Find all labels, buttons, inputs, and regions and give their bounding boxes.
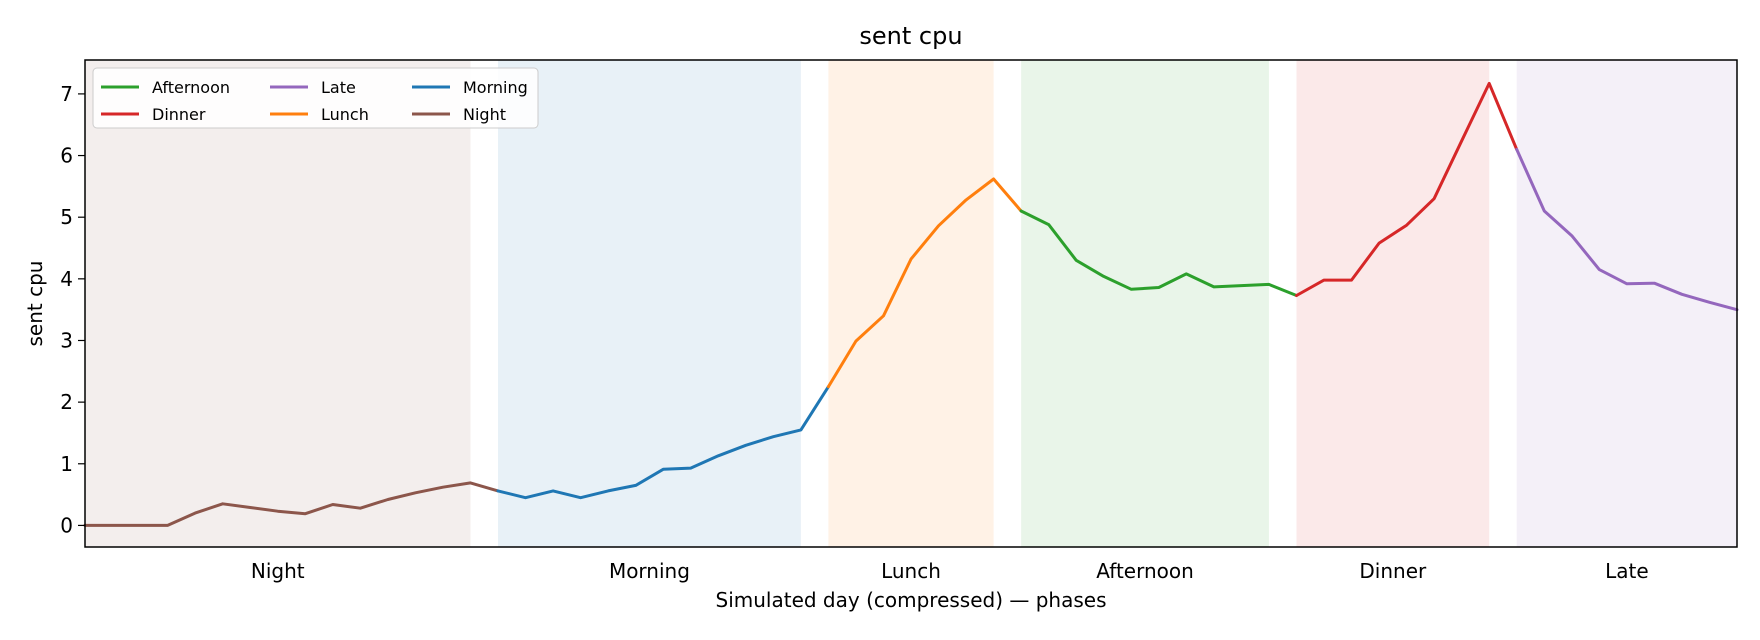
chart-title: sent cpu [859,22,962,50]
legend-label-lunch: Lunch [321,105,369,124]
x-phase-label-lunch: Lunch [881,559,941,583]
phase-bands [85,60,1737,547]
phase-band-morning [498,60,801,547]
phase-band-lunch [828,60,994,547]
phase-band-dinner [1296,60,1490,547]
y-tick-label: 2 [60,390,73,414]
series-line-dinner [1295,81,1519,297]
phase-band-afternoon [1021,60,1269,547]
y-tick-label: 3 [60,328,73,352]
y-tick-label: 1 [60,452,73,476]
legend-label-afternoon: Afternoon [152,78,230,97]
series-line-lunch [826,177,1023,389]
y-tick-label: 7 [60,82,73,106]
phase-band-night [85,60,471,547]
y-axis-title: sent cpu [23,261,47,347]
x-phase-label-morning: Morning [609,559,690,583]
legend: Afternoon Dinner Late Lunch Morning Night [92,67,539,129]
series-line-night [83,481,500,527]
plot-frame [84,59,1738,548]
x-phase-label-late: Late [1605,559,1649,583]
y-tick-label: 5 [60,205,73,229]
legend-label-late: Late [321,78,356,97]
phase-band-late [1516,60,1737,547]
x-phase-label-afternoon: Afternoon [1096,559,1194,583]
series-line-late [1515,147,1739,312]
x-axis-phase-labels: Night Morning Lunch Afternoon Dinner Late [251,559,1649,583]
legend-label-night: Night [463,105,506,124]
y-axis: 0 1 2 3 4 5 6 7 [60,82,85,537]
series-line-morning [496,385,830,500]
series-line-afternoon [1019,209,1298,297]
y-tick-label: 0 [60,513,73,537]
legend-label-dinner: Dinner [152,105,206,124]
x-phase-label-dinner: Dinner [1359,559,1427,583]
series-lines [83,81,1739,527]
y-tick-label: 4 [60,267,73,291]
legend-label-morning: Morning [463,78,528,97]
x-phase-label-night: Night [251,559,305,583]
y-tick-label: 6 [60,144,73,168]
x-axis-title: Simulated day (compressed) — phases [716,588,1107,612]
